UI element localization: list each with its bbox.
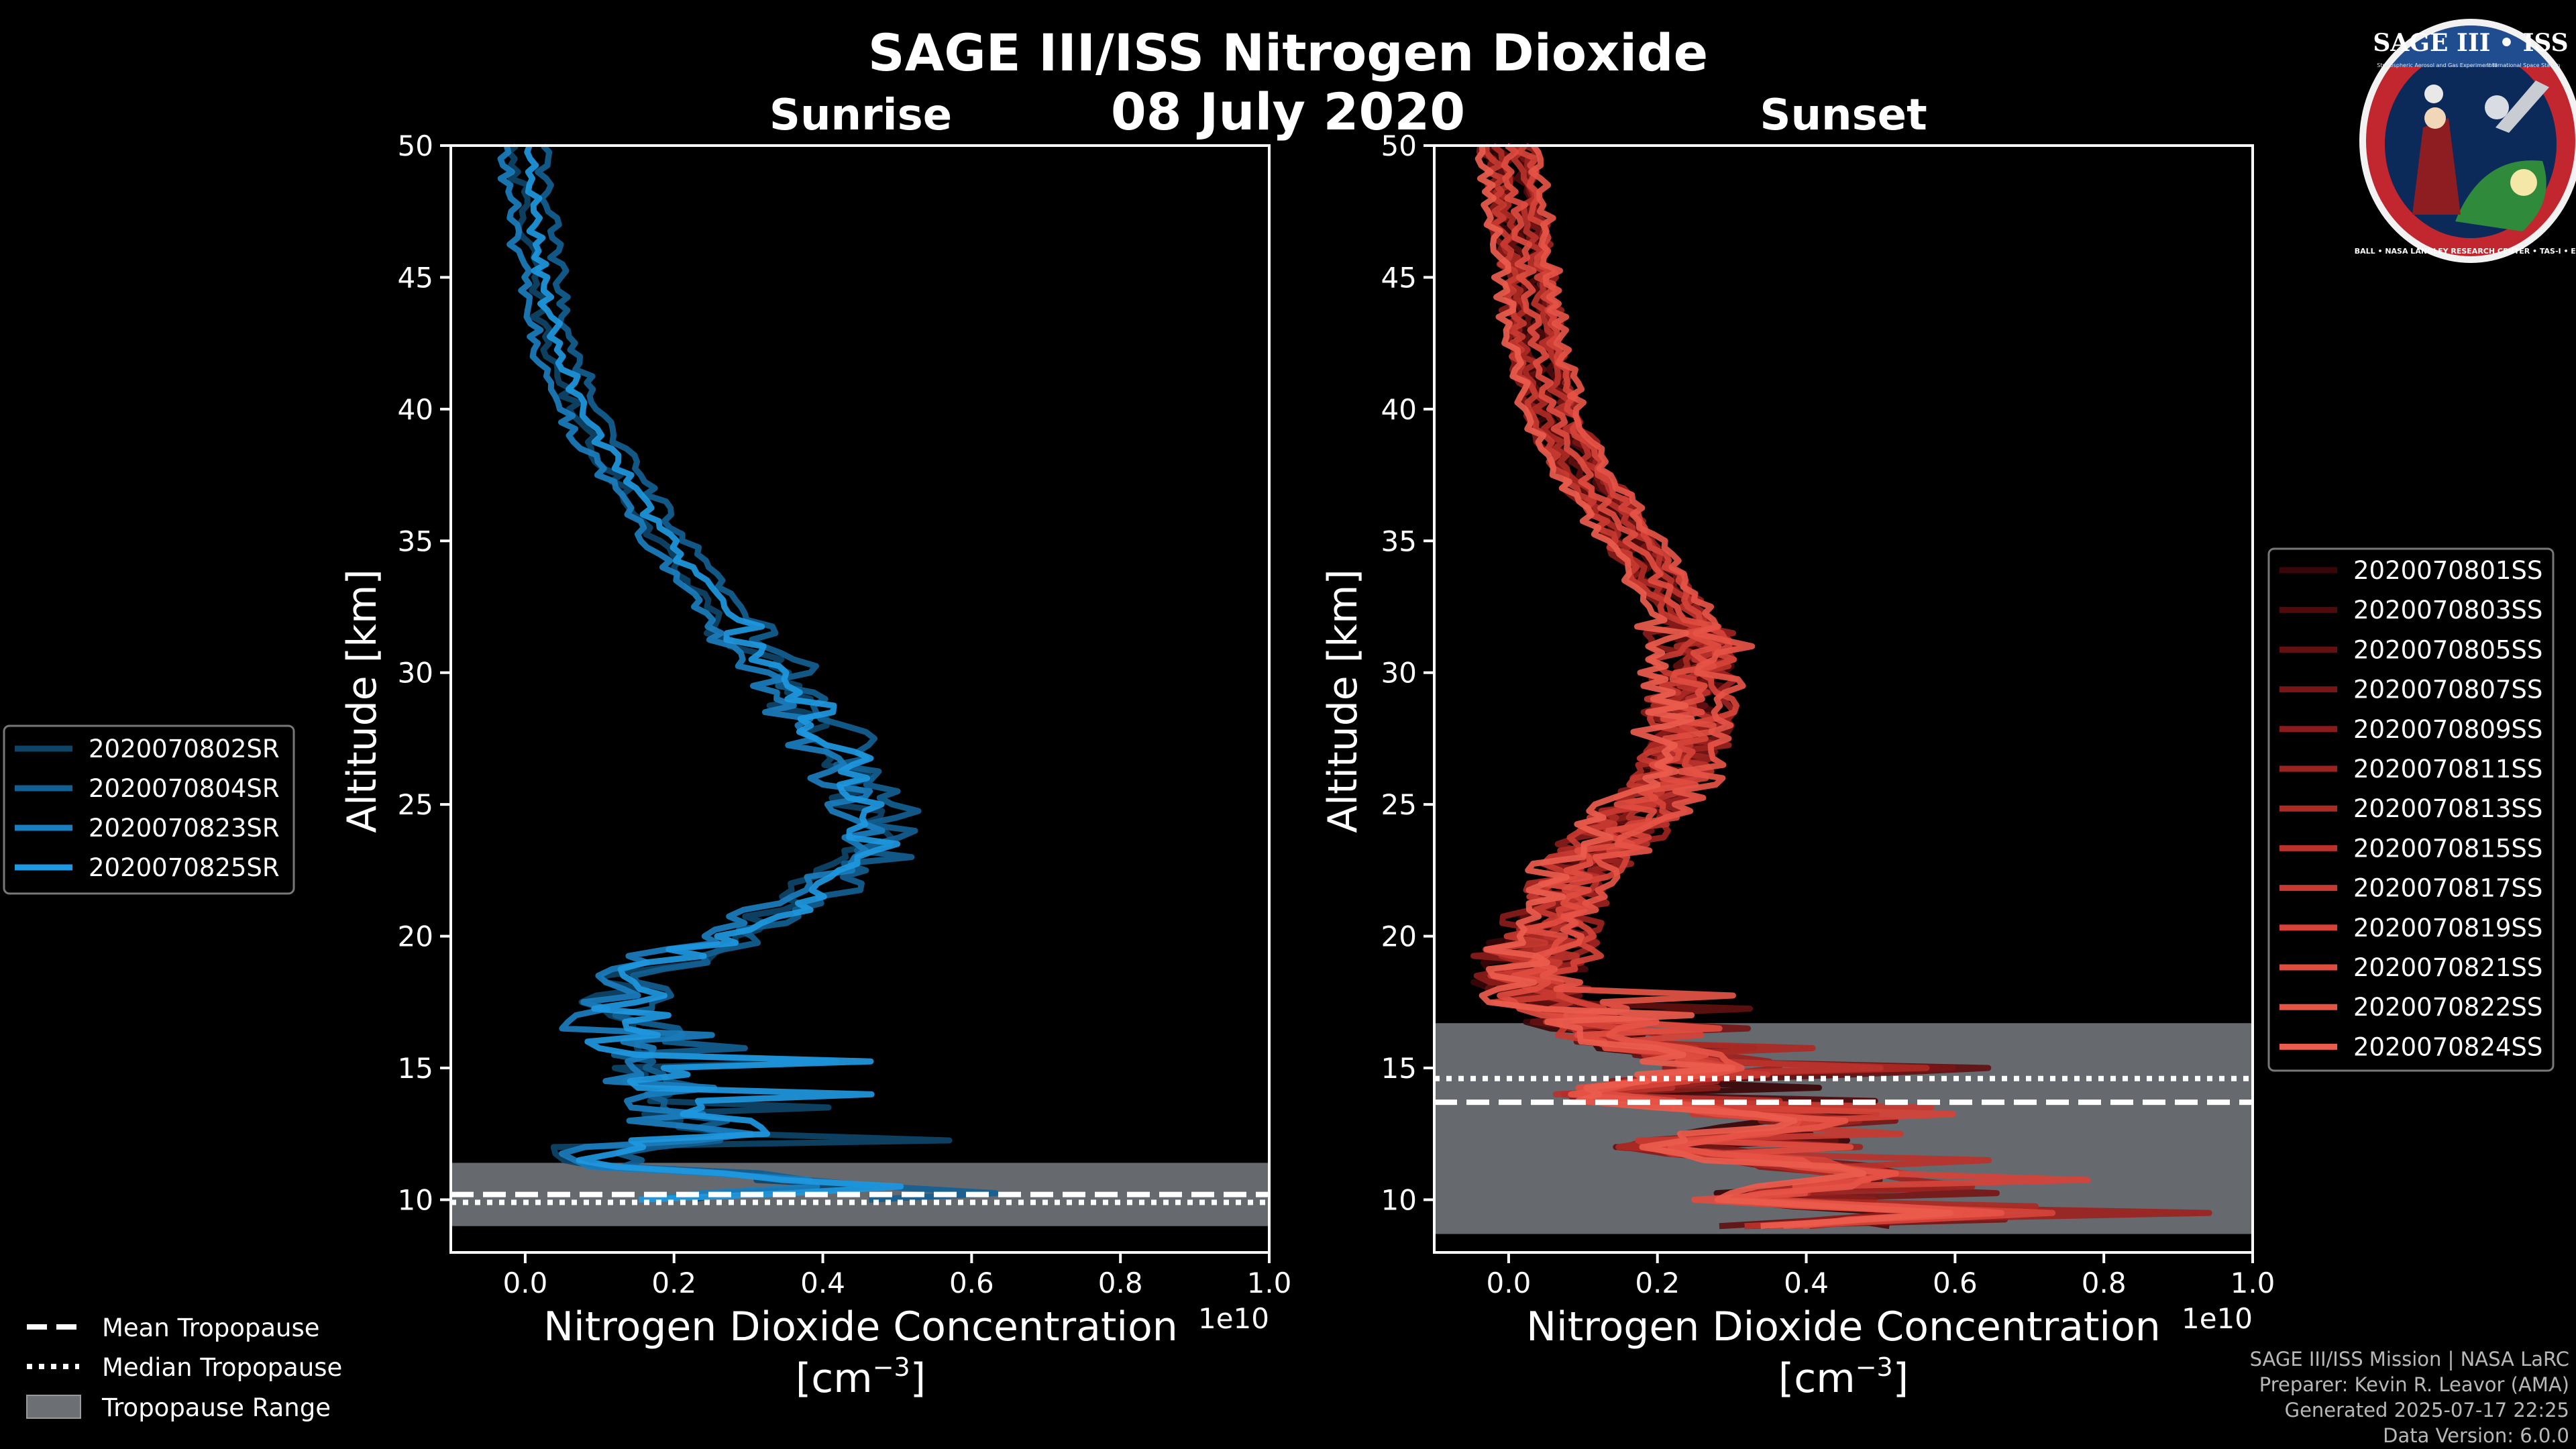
logo-inner-left-text: Stratospheric Aerosol and Gas Experiment… [2377,62,2497,68]
sunset-profile-lines [1470,142,2212,1230]
sunset-legend-box [2267,547,2555,1072]
sunrise-x-tick-label: 1.0 [1247,1267,1292,1299]
sunrise-legend-box [3,724,295,895]
sunrise-panel: 0.0 0.2 0.4 0.6 0.8 1.0 10 15 20 25 30 35 40 45 50 [398,129,1292,1299]
logo-iss-icon [2496,80,2549,133]
sunrise-y-tick-label: 15 [398,1052,433,1085]
sunrise-legend-label: 2020070823SR [89,814,280,843]
sunrise-legend-label: 2020070804SR [89,774,280,803]
sunrise-legend-label: 2020070825SR [89,853,280,882]
panel-title-sunset: Sunset [1760,91,1927,140]
sunset-y-tick-label: 50 [1381,129,1417,162]
footer-generated: Generated 2025-07-17 22:25 [2285,1399,2569,1421]
sunset-x-tick-label: 0.2 [1635,1267,1680,1299]
sunset-y-tick-label: 45 [1381,261,1417,294]
sunset-y-tick-label: 35 [1381,525,1417,557]
sunset-x-tick-label: 0.0 [1487,1267,1532,1299]
sunrise-x-axis-label: Nitrogen Dioxide Concentration [543,1303,1178,1350]
sunset-y-tick-label: 30 [1381,657,1417,690]
sunset-x-axis-unit: [cm−3] [1778,1352,1909,1402]
sunset-profile-2020070824SS [1474,145,1953,1230]
sunrise-profile-2020070825SR [524,144,904,1203]
sunrise-y-tick-label: 45 [398,261,433,294]
median-tropopause-label: Median Tropopause [102,1353,342,1382]
sunset-x-axis-label: Nitrogen Dioxide Concentration [1526,1303,2161,1350]
tropopause-legend: Mean Tropopause Median Tropopause Tropop… [26,1313,342,1422]
mean-tropopause-label: Mean Tropopause [102,1313,320,1342]
sunrise-x-tick-label: 0.6 [949,1267,994,1299]
tropopause-range-swatch [26,1395,81,1419]
sunrise-y-axis-label: Altitude [km] [339,569,386,833]
logo-ring-text: BALL • NASA LANGLEY RESEARCH CENTER • TA… [2355,247,2576,256]
sunrise-x-scale-label: 1e10 [1198,1302,1269,1335]
logo-lamp-icon [2510,169,2537,196]
sunset-axes-frame [1433,144,2254,1254]
sunrise-x-tick-label: 0.4 [800,1267,845,1299]
logo-title: SAGE III • ISS [2373,29,2568,57]
chart-title: SAGE III/ISS Nitrogen Dioxide [868,23,1708,83]
sunset-legend-label: 2020070801SS [2353,556,2542,585]
sunset-legend-label: 2020070821SS [2353,953,2542,982]
sunset-legend-label: 2020070824SS [2353,1032,2542,1061]
sunset-x-tick-label: 0.8 [2082,1267,2127,1299]
sunset-y-tick-label: 25 [1381,788,1417,821]
footer-mission: SAGE III/ISS Mission | NASA LaRC [2250,1348,2569,1371]
sunrise-x-axis-unit: [cm−3] [796,1352,926,1402]
sunset-y-tick-label: 40 [1381,393,1417,426]
sunrise-y-tick-label: 20 [398,920,433,953]
sunrise-y-tick-label: 50 [398,129,433,162]
sunset-y-tick-label: 20 [1381,920,1417,953]
sunset-legend: 2020070801SS 2020070803SS 2020070805SS 2020… [2267,547,2555,1072]
sunset-legend-label: 2020070815SS [2353,834,2542,863]
sunrise-x-tick-label: 0.0 [503,1267,548,1299]
sunrise-axes-frame [449,144,1271,1254]
sunrise-y-tick-label: 40 [398,393,433,426]
sunset-x-tick-label: 0.4 [1784,1267,1829,1299]
sunset-panel: 0.0 0.2 0.4 0.6 0.8 1.0 10 15 20 25 30 35 40 45 50 [1381,129,2275,1299]
sunset-x-tick-label: 0.6 [1933,1267,1978,1299]
sunrise-profile-2020070823SR [497,144,885,1203]
sunrise-y-tick-label: 25 [398,788,433,821]
sunset-x-tick-label: 1.0 [2231,1267,2275,1299]
sunset-legend-label: 2020070819SS [2353,914,2542,943]
sunrise-x-tick-label: 0.8 [1098,1267,1143,1299]
tropopause-range-label: Tropopause Range [101,1393,331,1422]
logo-inner-right-text: International Space Station [2487,62,2561,68]
sunrise-y-tick-label: 30 [398,657,433,690]
sage-iii-iss-mission-logo: SAGE III • ISS Stratospheric Aerosol and… [2355,19,2576,263]
sunset-legend-label: 2020070813SS [2353,794,2542,823]
sunset-y-tick-label: 15 [1381,1052,1417,1085]
logo-figure-icon [2412,118,2461,215]
panel-title-sunrise: Sunrise [769,91,952,140]
sunset-legend-label: 2020070817SS [2353,874,2542,903]
sunrise-y-tick-label: 35 [398,525,433,557]
sunset-y-tick-label: 10 [1381,1183,1417,1216]
logo-figure-head-icon [2424,107,2446,129]
sunset-legend-label: 2020070803SS [2353,596,2542,625]
sunset-legend-label: 2020070809SS [2353,715,2542,744]
sunrise-ticks: 0.0 0.2 0.4 0.6 0.8 1.0 10 15 20 25 30 35 40 45 50 [398,129,1292,1299]
footer-preparer: Preparer: Kevin R. Leavor (AMA) [2259,1373,2569,1396]
sunset-profile-2020070822SS [1528,144,2005,1230]
sunset-legend-label: 2020070805SS [2353,635,2542,664]
logo-sun-icon [2485,95,2509,119]
sunrise-profile-2020070802SR [506,143,953,1203]
logo-moon-icon [2424,85,2443,103]
sunrise-x-tick-label: 0.2 [651,1267,696,1299]
sunset-y-axis-label: Altitude [km] [1320,569,1366,833]
sunrise-profile-lines [497,143,999,1203]
footer-data-version: Data Version: 6.0.0 [2383,1424,2569,1447]
sunset-ticks: 0.0 0.2 0.4 0.6 0.8 1.0 10 15 20 25 30 35 40 45 50 [1381,129,2275,1299]
sunset-legend-label: 2020070807SS [2353,676,2542,704]
sunrise-legend-label: 2020070802SR [89,735,280,763]
chart-date: 08 July 2020 [1111,82,1465,142]
sunrise-legend: 2020070802SR 2020070804SR 2020070823SR 2020… [3,724,295,895]
sunset-legend-label: 2020070822SS [2353,993,2542,1022]
sunrise-y-tick-label: 10 [398,1183,433,1216]
sunset-legend-label: 2020070811SS [2353,755,2542,784]
sunset-x-scale-label: 1e10 [2182,1302,2253,1335]
